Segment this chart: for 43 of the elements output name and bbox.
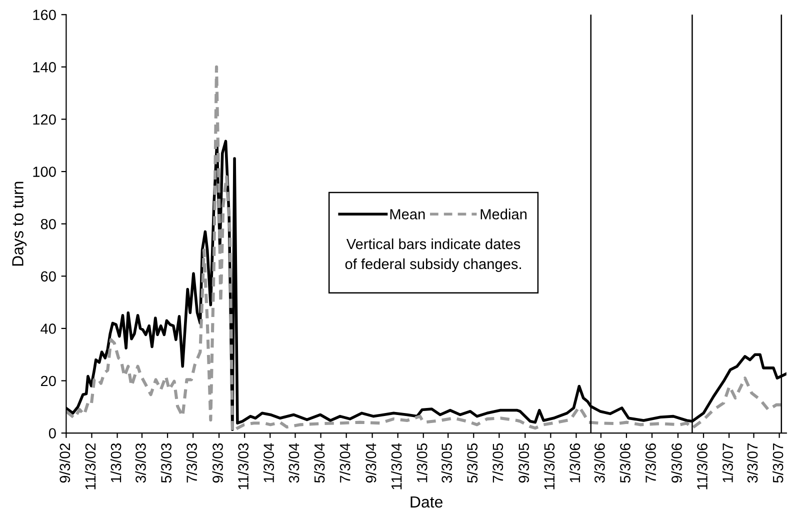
x-tick-label: 5/3/03 [160, 443, 172, 483]
x-tick-label: 3/3/05 [441, 443, 452, 483]
x-tick-label: 11/3/06 [696, 443, 708, 490]
y-tick-label: 140 [33, 62, 56, 72]
x-tick-label: 9/3/02 [59, 443, 70, 483]
x-tick-label: 3/3/03 [135, 443, 146, 483]
x-tick-label: 7/3/05 [492, 443, 504, 483]
x-tick-label: 9/3/04 [365, 443, 376, 483]
x-tick-label: 1/3/05 [416, 443, 428, 482]
x-tick-label: 1/3/07 [722, 443, 733, 482]
x-tick-label: 9/3/06 [671, 443, 682, 483]
y-tick-label: 40 [40, 324, 56, 334]
x-axis-title: Date [410, 496, 442, 508]
y-axis-title: Days to turn [12, 182, 27, 266]
x-tick-label: 7/3/03 [186, 443, 197, 483]
x-tick-label: 11/3/05 [544, 443, 555, 490]
x-tick-label: 1/3/04 [263, 443, 274, 482]
y-tick-label: 100 [33, 166, 56, 177]
x-tick-label: 5/3/04 [314, 443, 325, 483]
x-tick-label: 5/3/06 [620, 443, 630, 483]
x-tick-label: 3/3/06 [594, 443, 605, 483]
x-tick-label: 11/3/03 [238, 443, 248, 490]
x-tick-label: 1/3/06 [569, 443, 580, 482]
x-tick-label: 9/3/03 [212, 443, 223, 483]
x-tick-label: 11/3/04 [391, 443, 402, 490]
x-tick-label: 11/3/02 [84, 443, 96, 490]
x-tick-label: 9/3/05 [518, 443, 530, 483]
x-tick-label: 5/3/05 [466, 443, 478, 483]
x-tick-label: 1/3/03 [110, 443, 122, 482]
y-tick-label: 20 [40, 376, 56, 386]
y-tick-label: 80 [40, 218, 56, 230]
x-tick-label: 3/3/07 [746, 443, 758, 483]
y-tick-label: 60 [40, 271, 56, 282]
y-tick-label: 120 [33, 114, 56, 125]
legend-label: Median [480, 208, 526, 220]
y-tick-label: 0 [48, 428, 56, 438]
annotation: Vertical bars indicate dates of federal subsidy changes. [345, 238, 521, 272]
x-tick-label: 5/3/07 [772, 443, 784, 483]
legend-label: Mean [390, 209, 425, 220]
x-tick-label: 3/3/04 [288, 443, 300, 483]
x-tick-label: 7/3/04 [340, 443, 350, 483]
x-tick-label: 7/3/06 [645, 443, 656, 483]
y-tick-label: 160 [33, 10, 56, 20]
